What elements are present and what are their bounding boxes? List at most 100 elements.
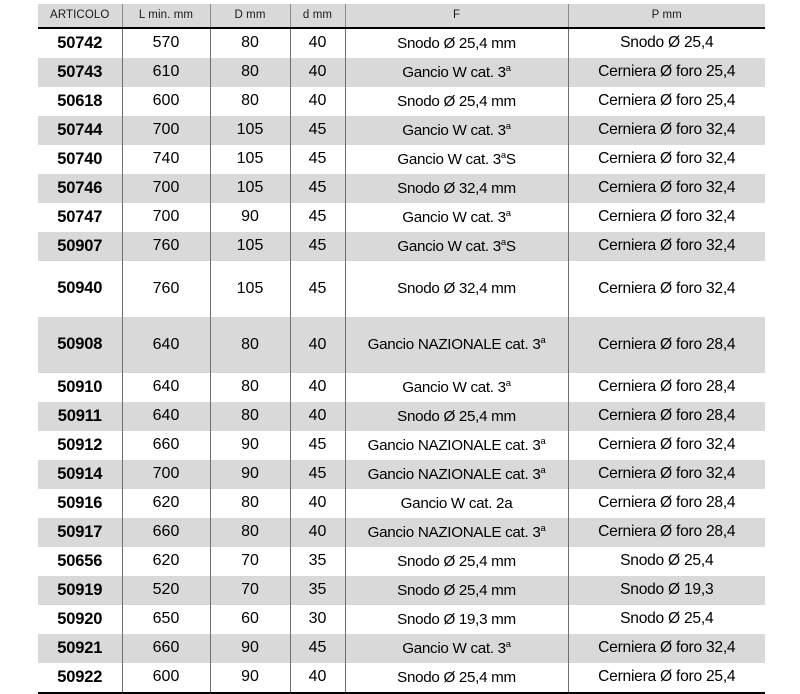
cell-articolo: 50912	[38, 431, 123, 460]
cell-p-mm: Cerniera Ø foro 32,4	[568, 232, 765, 261]
cell-d-mm: 80	[210, 402, 291, 431]
table-row: 50907 760 105 45 Gancio W cat. 3aS Cerniera Ø…	[38, 232, 765, 261]
cell-l-min-mm: 760	[122, 232, 211, 261]
column-header-articolo: ARTICOLO	[38, 4, 123, 29]
cell-f: Gancio NAZIONALE cat. 3a	[345, 518, 569, 547]
table-row: 50742 570 80 40 Snodo Ø 25,4 mm Snodo Ø 25,4	[38, 28, 765, 58]
cat-superscript: a	[505, 376, 511, 388]
table-row: 50747 700 90 45 Gancio W cat. 3a Cerniera Ø f…	[38, 203, 765, 232]
cell-f: Gancio NAZIONALE cat. 3a	[345, 431, 569, 460]
table-row: 50914 700 90 45 Gancio NAZIONALE cat. 3a Cern…	[38, 460, 765, 489]
cell-p-mm: Cerniera Ø foro 32,4	[568, 261, 765, 317]
cell-p-mm: Cerniera Ø foro 32,4	[568, 116, 765, 145]
cell-articolo: 50917	[38, 518, 123, 547]
cell-d-mm: 60	[210, 605, 291, 634]
table-row: 50921 660 90 45 Gancio W cat. 3a Cerniera Ø f…	[38, 634, 765, 663]
cell-d-small-mm: 45	[290, 174, 346, 203]
cell-f: Snodo Ø 25,4 mm	[345, 547, 569, 576]
cell-d-small-mm: 45	[290, 431, 346, 460]
cell-f: Snodo Ø 25,4 mm	[345, 87, 569, 116]
cell-p-mm: Cerniera Ø foro 32,4	[568, 203, 765, 232]
cell-l-min-mm: 660	[122, 634, 211, 663]
table-row: 50917 660 80 40 Gancio NAZIONALE cat. 3a Cern…	[38, 518, 765, 547]
table-row: 50922 600 90 40 Snodo Ø 25,4 mm Cerniera Ø fo…	[38, 663, 765, 694]
cell-f: Gancio NAZIONALE cat. 3a	[345, 317, 569, 373]
cell-l-min-mm: 600	[122, 87, 211, 116]
cell-d-mm: 80	[210, 317, 291, 373]
cat-superscript: a	[540, 333, 546, 345]
cell-d-mm: 90	[210, 460, 291, 489]
cell-d-small-mm: 45	[290, 232, 346, 261]
cell-l-min-mm: 640	[122, 317, 211, 373]
cell-p-mm: Cerniera Ø foro 32,4	[568, 431, 765, 460]
column-header-p-mm: P mm	[568, 4, 765, 29]
cell-f: Gancio W cat. 3a	[345, 116, 569, 145]
cell-f: Snodo Ø 25,4 mm	[345, 28, 569, 58]
cell-d-mm: 105	[210, 174, 291, 203]
cell-f: Snodo Ø 19,3 mm	[345, 605, 569, 634]
cell-articolo: 50740	[38, 145, 123, 174]
cell-articolo: 50746	[38, 174, 123, 203]
header-row: ARTICOLO L min. mm D mm d mm F P mm	[38, 4, 765, 29]
cell-p-mm: Cerniera Ø foro 28,4	[568, 518, 765, 547]
cell-f: Snodo Ø 25,4 mm	[345, 576, 569, 605]
cell-f: Gancio W cat. 3aS	[345, 145, 569, 174]
cell-l-min-mm: 620	[122, 489, 211, 518]
cell-d-small-mm: 40	[290, 58, 346, 87]
cat-superscript: a	[540, 521, 546, 533]
cell-d-mm: 105	[210, 145, 291, 174]
cell-l-min-mm: 660	[122, 518, 211, 547]
cell-d-mm: 90	[210, 634, 291, 663]
cell-l-min-mm: 760	[122, 261, 211, 317]
cell-d-mm: 80	[210, 28, 291, 58]
cell-f: Snodo Ø 32,4 mm	[345, 174, 569, 203]
table-header: ARTICOLO L min. mm D mm d mm F P mm	[38, 4, 765, 29]
cat-superscript: a	[540, 434, 546, 446]
column-header-d-small-mm: d mm	[290, 4, 346, 29]
table-row: 50911 640 80 40 Snodo Ø 25,4 mm Cerniera Ø fo…	[38, 402, 765, 431]
cell-articolo: 50920	[38, 605, 123, 634]
cell-d-mm: 80	[210, 373, 291, 402]
cell-d-small-mm: 40	[290, 402, 346, 431]
cell-p-mm: Snodo Ø 19,3	[568, 576, 765, 605]
cell-d-small-mm: 40	[290, 317, 346, 373]
cell-l-min-mm: 610	[122, 58, 211, 87]
cell-f: Snodo Ø 25,4 mm	[345, 663, 569, 694]
cell-p-mm: Snodo Ø 25,4	[568, 28, 765, 58]
cell-p-mm: Cerniera Ø foro 28,4	[568, 317, 765, 373]
table-row: 50916 620 80 40 Gancio W cat. 2a Cerniera Ø f…	[38, 489, 765, 518]
cell-l-min-mm: 700	[122, 116, 211, 145]
cell-p-mm: Cerniera Ø foro 32,4	[568, 145, 765, 174]
cell-f: Gancio W cat. 3a	[345, 634, 569, 663]
cell-d-mm: 70	[210, 547, 291, 576]
cell-d-small-mm: 40	[290, 518, 346, 547]
cell-l-min-mm: 700	[122, 174, 211, 203]
cell-p-mm: Cerniera Ø foro 25,4	[568, 663, 765, 694]
cell-p-mm: Cerniera Ø foro 28,4	[568, 373, 765, 402]
cell-d-small-mm: 40	[290, 489, 346, 518]
cell-articolo: 50742	[38, 28, 123, 58]
cell-f: Gancio W cat. 3a	[345, 373, 569, 402]
cell-f: Gancio W cat. 3aS	[345, 232, 569, 261]
cell-articolo: 50743	[38, 58, 123, 87]
cell-p-mm: Cerniera Ø foro 25,4	[568, 87, 765, 116]
cell-d-mm: 80	[210, 518, 291, 547]
cell-p-mm: Cerniera Ø foro 28,4	[568, 489, 765, 518]
table-body: 50742 570 80 40 Snodo Ø 25,4 mm Snodo Ø 25,4 5…	[38, 28, 765, 694]
spec-table-container: ARTICOLO L min. mm D mm d mm F P mm 5074…	[38, 4, 765, 694]
cell-l-min-mm: 650	[122, 605, 211, 634]
cell-f: Snodo Ø 25,4 mm	[345, 402, 569, 431]
cell-d-mm: 105	[210, 232, 291, 261]
cell-l-min-mm: 600	[122, 663, 211, 694]
cell-d-mm: 80	[210, 58, 291, 87]
table-row: 50940 760 105 45 Snodo Ø 32,4 mm Cerniera Ø f…	[38, 261, 765, 317]
cell-d-small-mm: 45	[290, 261, 346, 317]
cell-articolo: 50908	[38, 317, 123, 373]
cell-d-mm: 105	[210, 261, 291, 317]
table-row: 50908 640 80 40 Gancio NAZIONALE cat. 3a Cern…	[38, 317, 765, 373]
cell-d-small-mm: 45	[290, 203, 346, 232]
table-row: 50746 700 105 45 Snodo Ø 32,4 mm Cerniera Ø f…	[38, 174, 765, 203]
cell-p-mm: Cerniera Ø foro 28,4	[568, 402, 765, 431]
cat-superscript: a	[540, 463, 546, 475]
cell-d-mm: 80	[210, 87, 291, 116]
